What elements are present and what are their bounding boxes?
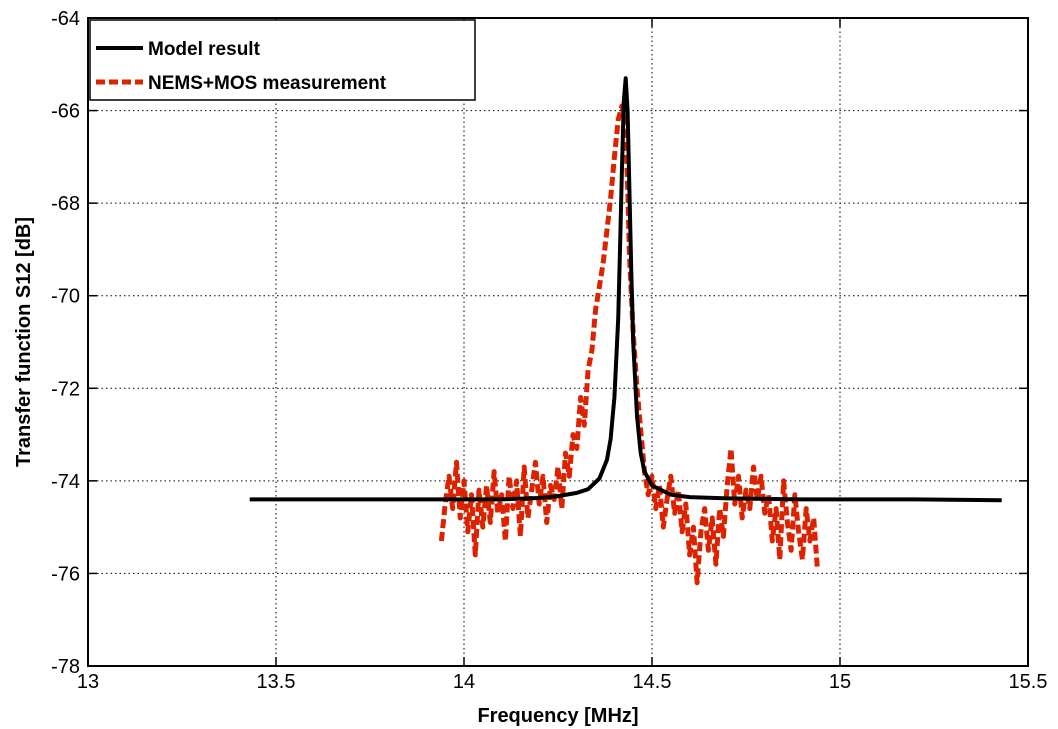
legend-label-model-result: Model result <box>148 39 261 60</box>
x-tick-label: 13 <box>77 671 99 693</box>
y-tick-label: -68 <box>51 193 80 215</box>
y-axis-title: Transfer function S12 [dB] <box>13 217 35 467</box>
plot-frame <box>87 17 1029 667</box>
tick-labels: 13 13.5 14 14.5 15 15.5 -78 -76 -74 -72 -70 -68 -66 -… <box>51 8 1047 693</box>
legend-box <box>89 19 476 101</box>
series-line-model-result <box>249 76 1002 503</box>
y-tick-label: -74 <box>51 471 80 493</box>
plot-series <box>249 76 1002 586</box>
x-tick-label: 15 <box>829 671 851 693</box>
x-tick-label: 13.5 <box>257 671 296 693</box>
y-tick-label: -70 <box>51 286 80 308</box>
x-tick-label: 14 <box>453 671 475 693</box>
y-tick-label: -64 <box>51 8 80 30</box>
grid <box>88 18 1028 666</box>
y-tick-label: -72 <box>51 378 80 400</box>
x-axis-title: Frequency [MHz] <box>477 705 638 727</box>
y-tick-label: -76 <box>51 563 80 585</box>
legend: Model result NEMS+MOS measurement <box>89 19 476 101</box>
legend-label-nems-mos-measurement: NEMS+MOS measurement <box>148 73 387 94</box>
y-tick-label: -78 <box>51 656 80 678</box>
x-tick-label: 14.5 <box>633 671 672 693</box>
y-tick-label: -66 <box>51 101 80 123</box>
x-tick-label: 15.5 <box>1009 671 1048 693</box>
